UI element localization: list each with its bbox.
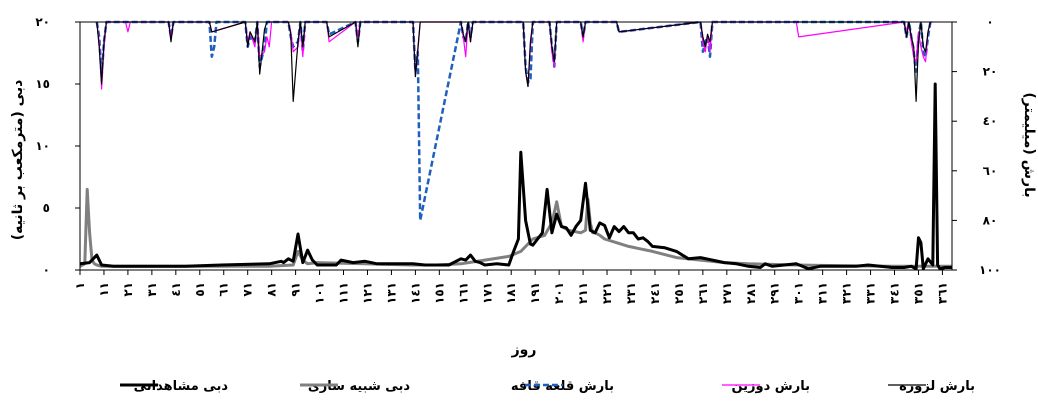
- y-right-tick-label: ٤٠: [983, 114, 998, 128]
- x-tick-label: ٣٢١: [840, 282, 854, 304]
- y-right-tick-label: ٦٠: [983, 164, 998, 178]
- y-left-tick-label: ١٥: [35, 77, 50, 91]
- x-tick-label: ٢١١: [576, 282, 590, 304]
- x-tick-label: ١٢١: [360, 282, 374, 304]
- y-right-tick-label: ١٠٠: [979, 263, 1001, 277]
- x-tick-label: ١٥١: [432, 282, 446, 304]
- x-tick-label: ١٦١: [456, 282, 470, 304]
- series-line-left-5: [79, 82, 952, 271]
- x-tick-label: ٢٣١: [624, 282, 638, 304]
- x-tick-label: ٥١: [193, 282, 207, 297]
- series-line-right-3: [96, 21, 931, 103]
- legend-label: بارش قلعه قافه: [511, 379, 614, 394]
- y-right-tick-label: ٢٠: [983, 65, 998, 79]
- legend-label: بارش لزوره: [899, 379, 975, 394]
- plot-area: [79, 20, 952, 271]
- x-tick-label: ٣٤١: [888, 282, 902, 304]
- y-left-tick-label: ٢٠: [35, 15, 50, 29]
- x-tick-label: ٦١: [217, 282, 231, 297]
- x-tick-label: ١٩١: [528, 282, 542, 304]
- x-tick-label: ٣٦١: [935, 282, 949, 304]
- y-right-tick-label: ٨٠: [983, 213, 998, 227]
- y-left-tick-label: ١٠: [35, 139, 50, 153]
- x-tick-label: ٢٢١: [600, 282, 614, 304]
- x-tick-label: ٨١: [265, 282, 279, 297]
- x-tick-label: ١١١: [337, 282, 351, 304]
- y-left-tick-label: ٠: [43, 263, 50, 277]
- x-tick-label: ٢٨١: [744, 282, 758, 304]
- x-tick-label: ١٣١: [384, 282, 398, 304]
- x-tick-label: ٧١: [241, 282, 255, 297]
- x-tick-label: ١٧١: [480, 282, 494, 304]
- x-tick-label: ٢٩١: [768, 282, 782, 304]
- y-right-tick-label: ٠: [986, 15, 993, 29]
- x-tick-label: ١٠١: [313, 282, 327, 304]
- legend-label: دبی شبیه سازی: [308, 379, 410, 394]
- x-tick-label: ٢٥١: [672, 282, 686, 304]
- x-tick-label: ٢٧١: [720, 282, 734, 304]
- legend: بارش لزوره بارش دوزین بارش قلعه قافه دبی شب…: [120, 379, 975, 394]
- x-tick-label: ٤١: [169, 282, 183, 297]
- x-tick-label: ١٤١: [408, 282, 422, 304]
- y-axis-left-title: دبی (مترمکعب بر ثانیه): [10, 80, 26, 241]
- x-tick-label: ٢٦١: [696, 282, 710, 304]
- x-tick-label: ١١: [97, 282, 111, 297]
- x-tick-label: ١: [73, 282, 87, 289]
- y-left-tick-label: ٥: [43, 201, 50, 215]
- x-tick-label: ٢١: [121, 282, 135, 297]
- x-tick-label: ٣١١: [816, 282, 830, 304]
- y-axis-right-title: بارش (میلیمتر): [1021, 92, 1037, 197]
- series-line-right-2: [96, 21, 933, 90]
- plot-frame: [79, 21, 953, 271]
- series-line-right-1: [95, 20, 932, 222]
- legend-label: بارش دوزین: [731, 379, 810, 394]
- x-tick-label: ٩١: [289, 282, 303, 297]
- x-tick-label: ١٨١: [504, 282, 518, 304]
- x-tick-label: ٢٤١: [648, 282, 662, 304]
- x-axis-title: روز: [511, 342, 537, 358]
- x-tick-label: ٢٠١: [552, 282, 566, 304]
- series-line-left-4: [79, 187, 952, 268]
- x-tick-label: ٣٠١: [792, 282, 806, 304]
- x-tick-label: ٣٣١: [864, 282, 878, 304]
- x-tick-label: ٣٥١: [911, 282, 925, 304]
- legend-label: دبی مشاهداتی: [134, 379, 229, 394]
- x-tick-label: ٣١: [145, 282, 159, 297]
